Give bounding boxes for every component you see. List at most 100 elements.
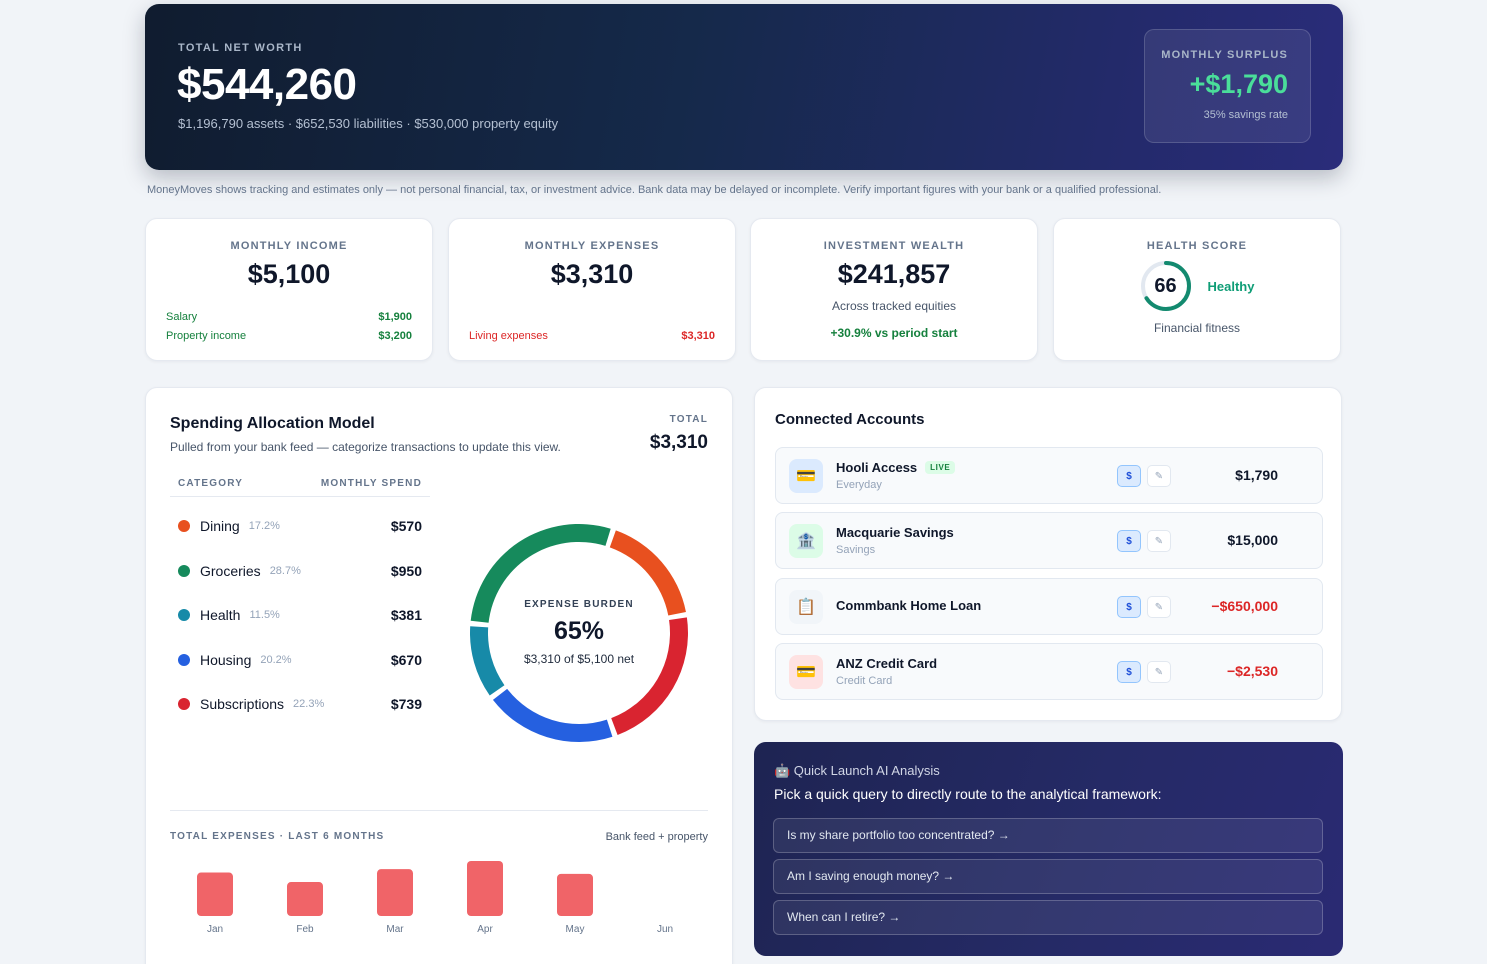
history-label: TOTAL EXPENSES · LAST 6 MONTHS — [170, 831, 385, 842]
category-name: Health — [200, 607, 241, 624]
category-percent: 28.7% — [269, 564, 301, 577]
history-source: Bank feed + property — [605, 831, 708, 843]
account-name: ANZ Credit Card — [836, 656, 938, 671]
category-row[interactable]: Housing 20.2% $670 — [170, 638, 430, 683]
account-name: Macquarie Savings — [836, 525, 954, 540]
accounts-title: Connected Accounts — [775, 411, 925, 428]
sync-balance-button[interactable]: $ — [1117, 661, 1141, 683]
ai-query-button[interactable]: When can I retire? → — [773, 900, 1323, 935]
account-name-wrap: Macquarie Savings — [836, 525, 954, 540]
ai-prompt: Pick a quick query to directly route to … — [774, 786, 1162, 802]
ai-heading: 🤖 Quick Launch AI Analysis — [774, 763, 940, 778]
account-balance: $1,790 — [1235, 467, 1278, 483]
bar-may — [557, 873, 593, 916]
health-score-arc — [1140, 261, 1191, 311]
clipboard-icon: 📋 — [789, 590, 823, 624]
investment-label: INVESTMENT WEALTH — [823, 240, 965, 252]
bar-label-mar: Mar — [386, 924, 404, 935]
donut-slice-health — [470, 626, 505, 696]
bar-label-jan: Jan — [207, 924, 223, 935]
category-color-dot — [178, 520, 190, 533]
bar-apr — [467, 861, 503, 916]
expenses-label: MONTHLY EXPENSES — [524, 240, 660, 252]
spending-subtitle: Pulled from your bank feed — categorize … — [170, 440, 561, 454]
monthly-surplus-card: MONTHLY SURPLUS +$1,790 35% savings rate — [1144, 29, 1311, 143]
category-color-dot — [178, 698, 190, 711]
sync-balance-button[interactable]: $ — [1117, 465, 1141, 487]
expenses-line-amount: $3,310 — [681, 330, 715, 342]
account-name: Commbank Home Loan — [836, 598, 982, 613]
burden-value: 65% — [553, 617, 605, 645]
spending-total: $3,310 — [649, 432, 708, 453]
income-line-salary: Salary $1,900 — [166, 311, 412, 323]
category-row[interactable]: Subscriptions 22.3% $739 — [170, 682, 430, 727]
col-monthly-spend: MONTHLY SPEND — [320, 478, 422, 489]
donut-center: EXPENSE BURDEN 65% $3,310 of $5,100 net — [468, 522, 690, 744]
account-name-wrap: Hooli Access LIVE — [836, 460, 956, 475]
category-row[interactable]: Health 11.5% $381 — [170, 593, 430, 638]
net-worth-summary: $1,196,790 assets · $652,530 liabilities… — [178, 116, 559, 131]
category-row[interactable]: Dining 17.2% $570 — [170, 504, 430, 549]
savings-rate: 35% savings rate — [1203, 109, 1288, 121]
category-amount: $670 — [390, 651, 422, 668]
expense-donut-chart — [470, 524, 688, 742]
account-row[interactable]: 📋 Commbank Home Loan $ ✎ −$650,000 — [775, 578, 1323, 635]
category-percent: 11.5% — [249, 609, 280, 622]
donut-slice-groceries — [470, 524, 611, 623]
divider — [170, 810, 708, 811]
donut-slice-subscriptions — [611, 617, 688, 735]
category-percent: 20.2% — [260, 653, 292, 666]
ai-query-button[interactable]: Am I saving enough money? → — [773, 859, 1323, 894]
edit-account-button[interactable]: ✎ — [1147, 596, 1171, 618]
bar-jan — [197, 872, 233, 916]
health-label: HEALTH SCORE — [1146, 240, 1248, 252]
category-row[interactable]: Groceries 28.7% $950 — [170, 549, 430, 594]
health-state: Healthy — [1207, 278, 1255, 294]
health-score-card: HEALTH SCORE 66 Healthy Financial fitnes… — [1053, 218, 1341, 361]
col-category: CATEGORY — [178, 478, 244, 489]
account-name: Hooli Access — [836, 460, 918, 475]
monthly-expenses-card: MONTHLY EXPENSES $3,310 Living expenses … — [448, 218, 736, 361]
account-row[interactable]: 💳 ANZ Credit Card Credit Card $ ✎ −$2,530 — [775, 643, 1323, 700]
account-row[interactable]: 🏦 Macquarie Savings Savings $ ✎ $15,000 — [775, 512, 1323, 569]
connected-accounts-panel: Connected Accounts 💳 Hooli Access LIVE Ever… — [754, 387, 1342, 721]
live-badge: LIVE — [925, 461, 956, 474]
burden-sub: $3,310 of $5,100 net — [523, 652, 635, 666]
bar-mar — [377, 869, 413, 916]
spending-allocation-panel: Spending Allocation Model Pulled from yo… — [145, 387, 733, 964]
bank-icon: 🏦 — [789, 524, 823, 558]
category-name: Subscriptions — [200, 696, 285, 713]
category-amount: $950 — [390, 562, 422, 579]
category-table-header: CATEGORY MONTHLY SPEND — [170, 471, 430, 497]
health-note: Financial fitness — [1153, 321, 1241, 335]
card-icon: 💳 — [789, 459, 823, 493]
investment-value: $241,857 — [837, 259, 951, 289]
sync-balance-button[interactable]: $ — [1117, 530, 1141, 552]
account-name-wrap: ANZ Credit Card — [836, 656, 937, 671]
net-worth-label: TOTAL NET WORTH — [178, 42, 303, 54]
health-score-value: 66 — [1154, 275, 1177, 297]
ai-quick-launch-panel: 🤖 Quick Launch AI Analysis Pick a quick … — [754, 742, 1343, 956]
category-color-dot — [178, 609, 190, 622]
health-score-ring: 66 — [1140, 260, 1192, 312]
edit-account-button[interactable]: ✎ — [1147, 661, 1171, 683]
donut-slice-housing — [492, 688, 613, 742]
account-type: Savings — [836, 544, 876, 556]
category-table: CATEGORY MONTHLY SPEND Dining 17.2% $570 Gr… — [170, 471, 430, 727]
bar-label-may: May — [566, 924, 585, 935]
sync-balance-button[interactable]: $ — [1117, 596, 1141, 618]
investment-note: Across tracked equities — [831, 299, 957, 313]
category-percent: 22.3% — [293, 698, 325, 711]
bar-label-apr: Apr — [477, 924, 493, 935]
bar-label-feb: Feb — [296, 924, 314, 935]
ai-query-button[interactable]: Is my share portfolio too concentrated? … — [773, 818, 1323, 853]
account-name-wrap: Commbank Home Loan — [836, 598, 981, 613]
income-line-property: Property income $3,200 — [166, 330, 412, 342]
edit-account-button[interactable]: ✎ — [1147, 530, 1171, 552]
category-color-dot — [178, 564, 190, 577]
category-amount: $381 — [390, 607, 422, 624]
edit-account-button[interactable]: ✎ — [1147, 465, 1171, 487]
bar-feb — [287, 882, 323, 916]
account-row[interactable]: 💳 Hooli Access LIVE Everyday $ ✎ $1,790 — [775, 447, 1323, 504]
category-name: Groceries — [200, 562, 261, 579]
